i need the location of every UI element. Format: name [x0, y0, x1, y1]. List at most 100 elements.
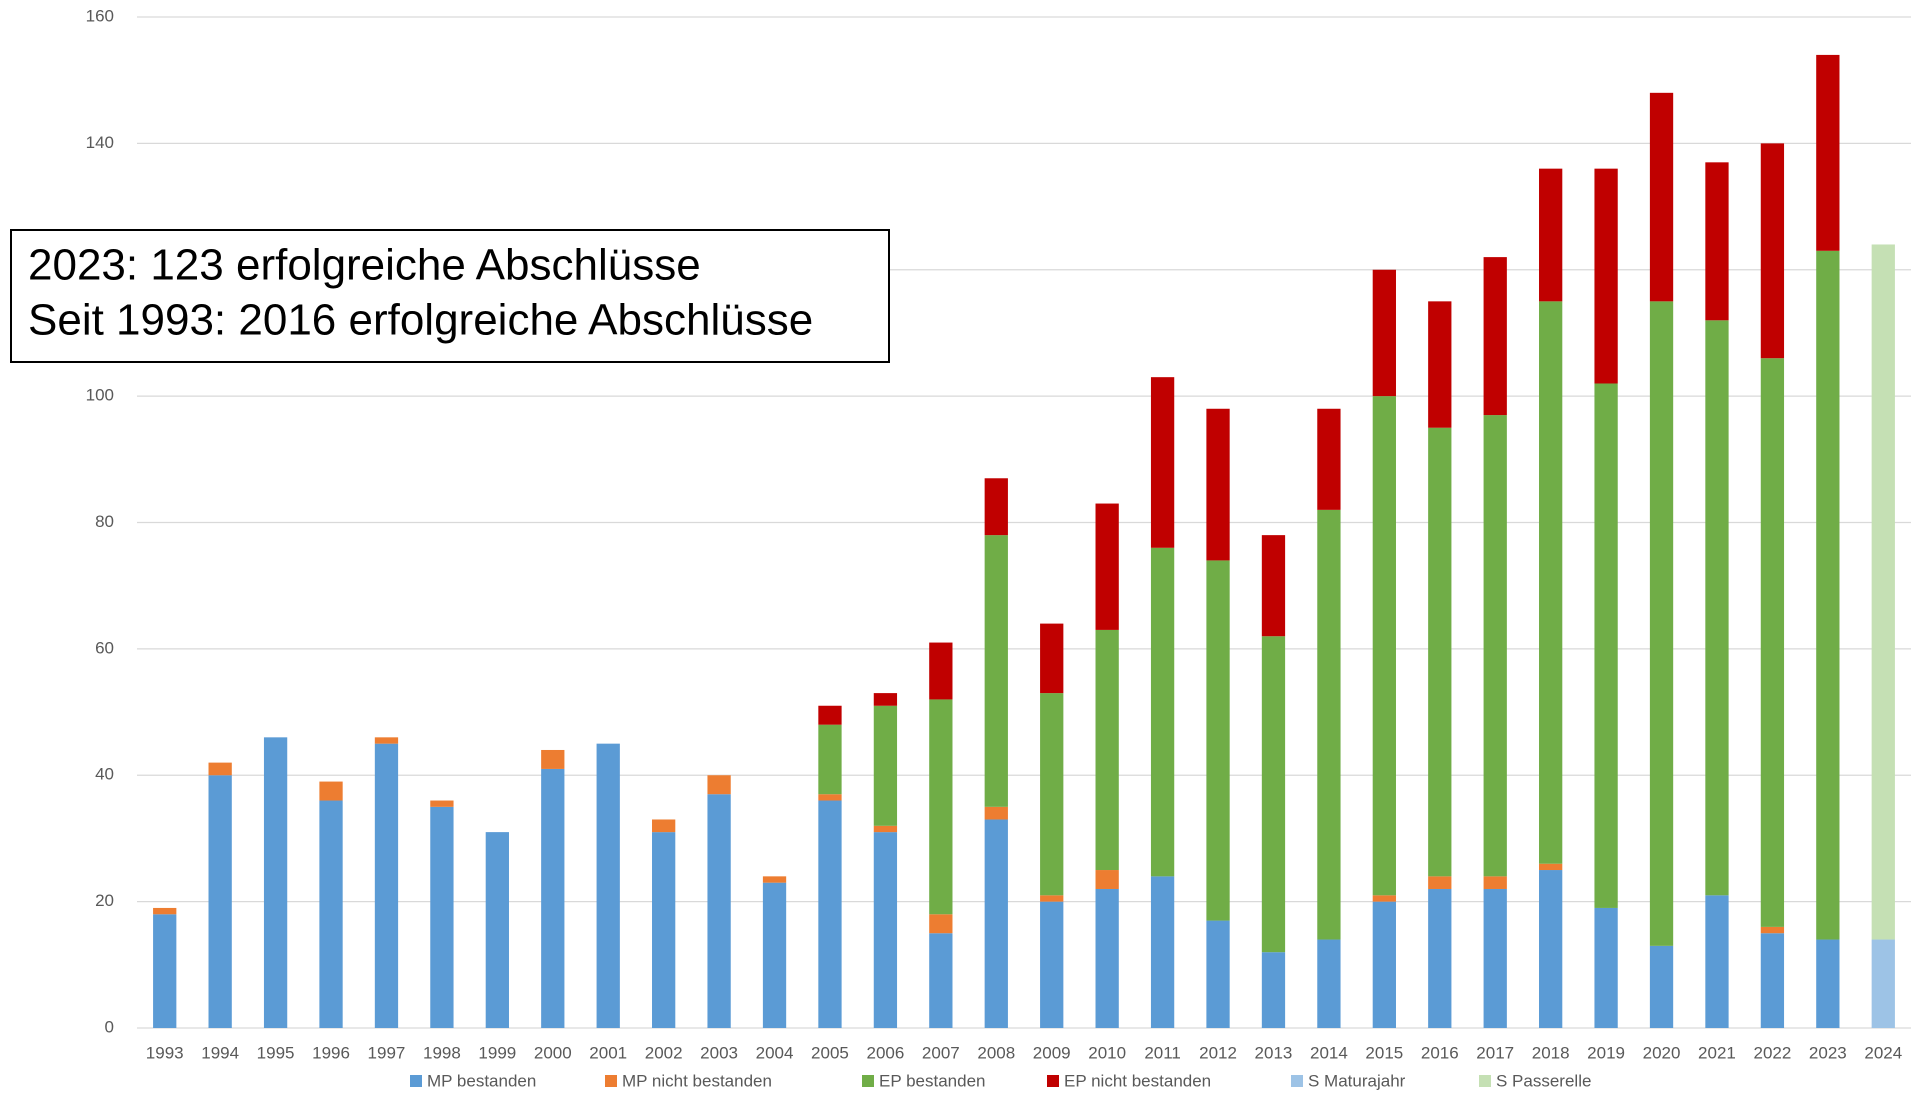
bar-segment [1816, 939, 1840, 1028]
annotation: 2023: 123 erfolgreiche Abschlüsse [28, 241, 701, 290]
x-tick-label: 2000 [534, 1043, 572, 1062]
legend-label: MP nicht bestanden [622, 1071, 772, 1090]
bar-segment [1206, 920, 1230, 1028]
x-tick-label: 2011 [1144, 1043, 1181, 1062]
bar-segment [1483, 888, 1507, 1028]
x-tick-label: 2015 [1365, 1043, 1403, 1062]
bar-segment [1150, 547, 1175, 877]
legend-label: MP bestanden [427, 1071, 536, 1090]
bar-segment [1150, 377, 1175, 548]
bar-segment [762, 876, 787, 883]
y-tick-label: 100 [86, 386, 114, 405]
legend-marker [1479, 1075, 1491, 1087]
bar-segment [1760, 933, 1785, 1028]
bar-segment [1095, 503, 1119, 630]
y-tick-label: 20 [95, 891, 114, 910]
legend-label: EP nicht bestanden [1064, 1071, 1211, 1090]
bar-segment [1483, 257, 1507, 416]
bar-segment [873, 693, 898, 706]
bar-segment [1040, 901, 1064, 1028]
bar-segment [430, 800, 454, 807]
x-tick-label: 2016 [1421, 1043, 1459, 1062]
bar-segment [984, 535, 1008, 807]
bar-segment [1317, 408, 1341, 510]
bar-segment [818, 800, 842, 1028]
bar-segment [1816, 250, 1840, 940]
annotation: Seit 1993: 2016 erfolgreiche Abschlüsse [28, 296, 813, 345]
bar-segment [1261, 535, 1286, 637]
bar-segment [818, 724, 842, 795]
x-tick-label: 2004 [756, 1043, 794, 1062]
bar-segment [1428, 427, 1452, 877]
bar-segment [319, 781, 343, 801]
x-tick-label: 2018 [1532, 1043, 1570, 1062]
x-tick-label: 2001 [589, 1043, 627, 1062]
bar-segment [1040, 623, 1064, 694]
x-tick-label: 2021 [1698, 1043, 1736, 1062]
bar-segment [818, 794, 842, 801]
x-tick-label: 1997 [368, 1043, 406, 1062]
bar-segment [873, 832, 898, 1028]
bar-segment [1871, 939, 1895, 1028]
bar-segment [1539, 168, 1563, 302]
bar-segment [485, 832, 509, 1028]
legend-marker [862, 1075, 874, 1087]
legend-label: EP bestanden [879, 1071, 986, 1090]
bar-segment [1705, 895, 1729, 1028]
bar-segment [1372, 396, 1396, 896]
bar-segment [1705, 162, 1729, 321]
bar-segment [652, 832, 676, 1028]
x-tick-label: 2007 [922, 1043, 960, 1062]
x-tick-label: 1999 [478, 1043, 516, 1062]
x-tick-label: 2006 [866, 1043, 904, 1062]
bar-segment [707, 794, 731, 1028]
x-tick-label: 1998 [423, 1043, 461, 1062]
bar-segment [818, 705, 842, 725]
bar-segment [1483, 876, 1507, 889]
x-tick-label: 1994 [201, 1043, 239, 1062]
bar-segment [374, 737, 399, 744]
bar-segment [1095, 888, 1119, 1028]
x-tick-label: 2010 [1088, 1043, 1126, 1062]
bar-segment [208, 762, 232, 776]
y-tick-label: 0 [105, 1017, 114, 1036]
x-tick-label: 2008 [977, 1043, 1015, 1062]
bar-segment [929, 699, 953, 915]
legend-marker [605, 1075, 617, 1087]
bar-segment [263, 737, 288, 1028]
bar-segment [153, 907, 177, 915]
bar-segment [1760, 926, 1785, 934]
x-tick-label: 1995 [257, 1043, 295, 1062]
x-tick-label: 2017 [1476, 1043, 1514, 1062]
bar-segment [374, 743, 399, 1028]
legend-label: S Passerelle [1496, 1071, 1591, 1090]
bar-segment [1760, 143, 1785, 359]
x-tick-label: 2019 [1587, 1043, 1625, 1062]
bar-segment [1649, 945, 1674, 1028]
bar-segment [1539, 301, 1563, 864]
bar-segment [1095, 870, 1119, 889]
bar-segment [1317, 939, 1341, 1028]
x-tick-label: 2002 [645, 1043, 683, 1062]
bar-segment [1594, 907, 1618, 1028]
bar-segment [1871, 244, 1895, 940]
annotation-box [10, 229, 890, 363]
bar-segment [1539, 870, 1563, 1028]
bar-segment [1372, 269, 1396, 397]
bar-segment [1040, 895, 1064, 902]
bar-segment [652, 819, 676, 833]
x-tick-label: 2023 [1809, 1043, 1847, 1062]
bar-segment [596, 743, 620, 1028]
bar-segment [929, 933, 953, 1028]
bar-segment [541, 749, 565, 769]
y-tick-label: 80 [95, 512, 114, 531]
bar-segment [1261, 952, 1286, 1028]
x-tick-label: 1993 [146, 1043, 184, 1062]
bar-segment [929, 914, 953, 934]
bar-segment [1539, 863, 1563, 871]
y-tick-label: 140 [86, 133, 114, 152]
bar-segment [707, 775, 731, 795]
bar-segment [1317, 509, 1341, 940]
x-tick-label: 2009 [1033, 1043, 1071, 1062]
